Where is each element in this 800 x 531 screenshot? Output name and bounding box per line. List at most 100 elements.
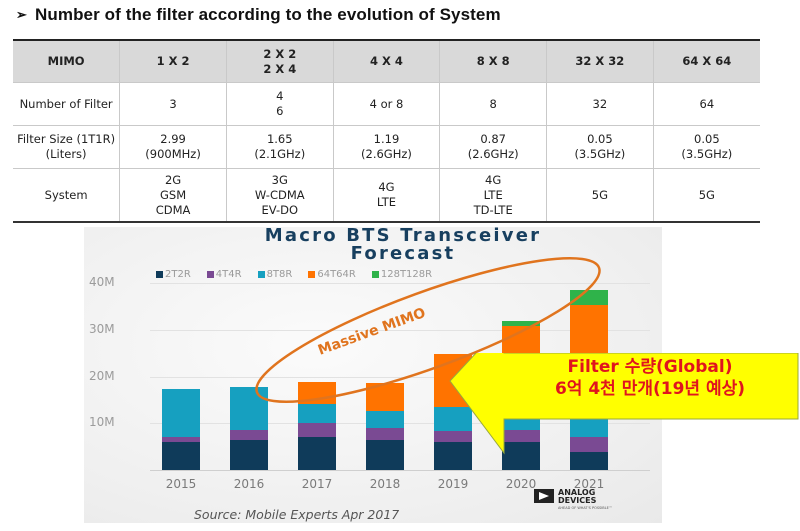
massive-mimo-label: Massive MIMO: [316, 305, 428, 359]
chart-title: Macro BTS Transceiver Forecast: [84, 227, 662, 263]
header-cell: 1 X 2: [119, 40, 227, 83]
bar-segment-4t4r: [570, 436, 608, 452]
bar-segment-128t128r: [502, 321, 540, 326]
table-cell: 3: [119, 82, 227, 126]
row-label: Filter Size (1T1R) (Liters): [13, 125, 121, 169]
table-row: System 2G GSM CDMA 3G W-CDMA EV-DO 4G LT…: [13, 168, 760, 223]
stacked-bar: [298, 381, 336, 470]
y-tick-label: 20M: [89, 368, 115, 383]
bar-segment-4t4r: [366, 427, 404, 441]
bar-segment-2t2r: [366, 440, 404, 470]
slide-heading: ➢ Number of the filter according to the e…: [16, 5, 501, 25]
table-cell: 4G LTE: [332, 168, 441, 223]
x-tick-label: 2017: [301, 477, 333, 491]
bar-segment-2t2r: [434, 441, 472, 470]
bar-segment-4t4r: [162, 436, 200, 442]
table-row: Number of Filter 3 4 6 4 or 8 8 32 64: [13, 82, 760, 126]
legend-label: 4T4R: [215, 269, 242, 280]
gridline: [150, 283, 650, 284]
legend-swatch-icon: [206, 271, 214, 278]
legend-swatch-icon: [156, 271, 163, 278]
y-tick-label: 40M: [89, 275, 115, 289]
table-cell: 0.05 (3.5GHz): [546, 125, 654, 169]
gridline: [150, 329, 650, 331]
y-tick-label: 30M: [89, 321, 115, 336]
table-cell: 8: [439, 82, 548, 126]
legend-item: 4T4R: [206, 269, 242, 280]
table-cell: 3G W-CDMA EV-DO: [225, 168, 334, 223]
table-header-row: MIMO 1 X 2 2 X 2 2 X 4 4 X 4 8 X 8 32 X …: [13, 40, 760, 83]
legend-item: 2T2R: [156, 269, 191, 280]
bar-segment-8t8r: [162, 388, 200, 437]
bar-segment-8t8r: [230, 387, 268, 431]
header-cell: 32 X 32: [546, 40, 654, 83]
stacked-bar: [366, 383, 404, 470]
analog-devices-logo-icon: [534, 489, 554, 503]
table-cell: 2.99 (900MHz): [119, 125, 227, 169]
chart-legend: 2T2R 4T4R 8T8R 64T64R 128T128R: [156, 269, 432, 280]
table-cell: 4 6: [225, 82, 334, 126]
stacked-bar: [162, 388, 200, 470]
callout-line2: 6억 4천 만개(19년 예상): [554, 379, 746, 399]
bar-segment-2t2r: [162, 441, 200, 470]
gridline: [150, 376, 650, 378]
row-label: Number of Filter: [13, 82, 121, 126]
bar-segment-4t4r: [230, 430, 268, 441]
table-cell: 0.05 (3.5GHz): [652, 125, 760, 169]
legend-label: 128T128R: [380, 269, 433, 280]
table-cell: 4 or 8: [332, 82, 441, 126]
legend-swatch-icon: [308, 271, 316, 278]
table-cell: 2G GSM CDMA: [119, 168, 227, 223]
legend-item: 64T64R: [308, 269, 356, 280]
legend-swatch-icon: [371, 271, 379, 278]
header-cell: 8 X 8: [439, 40, 548, 83]
legend-item: 128T128R: [371, 269, 433, 280]
y-tick-label: 10M: [89, 415, 115, 430]
legend-label: 8T8R: [266, 269, 293, 280]
header-cell: 4 X 4: [332, 40, 441, 83]
table-cell: 5G: [652, 168, 760, 223]
heading-text: Number of the filter according to the ev…: [35, 5, 501, 24]
bar-segment-4t4r: [502, 429, 540, 442]
row-label: System: [13, 168, 121, 223]
legend-label: 2T2R: [165, 269, 191, 280]
table-cell: 64: [652, 82, 760, 126]
header-cell: 2 X 2 2 X 4: [225, 40, 334, 83]
callout-arrow-icon: [449, 353, 799, 455]
table-cell: 32: [546, 82, 654, 126]
x-tick-label: 2018: [369, 477, 401, 491]
chart-title-line1: Macro BTS Transceiver: [264, 225, 542, 246]
callout-line1: Filter 수량(Global): [567, 357, 733, 377]
header-cell: MIMO: [13, 40, 121, 83]
bar-segment-2t2r: [570, 451, 608, 470]
x-tick-label: 2019: [437, 477, 469, 491]
legend-swatch-icon: [257, 271, 265, 278]
table-cell: 1.19 (2.6GHz): [332, 125, 441, 169]
legend-item: 8T8R: [257, 269, 293, 280]
stacked-bar: [230, 387, 268, 470]
logo-line1: ANALOG: [558, 488, 596, 497]
filter-spec-table: MIMO 1 X 2 2 X 2 2 X 4 4 X 4 8 X 8 32 X …: [13, 39, 760, 223]
bar-segment-4t4r: [298, 422, 336, 437]
x-tick-label: 2020: [505, 477, 537, 491]
massive-mimo-ellipse: Massive MIMO: [255, 256, 601, 404]
bar-segment-8t8r: [434, 406, 472, 431]
logo-tagline: AHEAD OF WHAT'S POSSIBLE™: [558, 506, 613, 510]
bar-segment-4t4r: [434, 430, 472, 442]
x-axis-line: [150, 470, 650, 471]
x-tick-label: 2015: [165, 477, 197, 491]
chart-source: Source: Mobile Experts Apr 2017: [194, 507, 400, 522]
legend-label: 64T64R: [317, 269, 356, 280]
header-cell: 64 X 64: [652, 40, 760, 83]
callout-text: Filter 수량(Global) 6억 4천 만개(19년 예상): [500, 356, 800, 400]
table-cell: 5G: [546, 168, 654, 223]
bar-segment-2t2r: [502, 441, 540, 470]
logo-line2: DEVICES: [558, 496, 597, 505]
bar-segment-8t8r: [298, 403, 336, 423]
bullet-arrow-icon: ➢: [16, 7, 27, 22]
analog-devices-logo: ANALOG DEVICES AHEAD OF WHAT'S POSSIBLE™: [534, 489, 612, 511]
bar-segment-2t2r: [298, 436, 336, 470]
bar-segment-8t8r: [366, 411, 404, 428]
bar-segment-128t128r: [570, 290, 608, 305]
table-cell: 0.87 (2.6GHz): [439, 125, 548, 169]
